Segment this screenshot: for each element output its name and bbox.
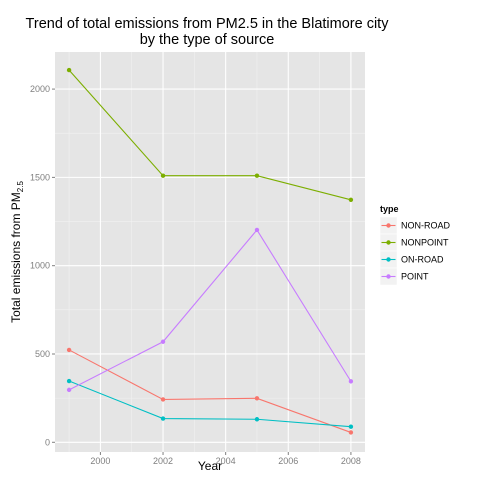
y-axis-title: Total emissions from PM2.5 bbox=[9, 181, 25, 323]
legend-key-point-on-road bbox=[386, 257, 391, 262]
series-line-non-road bbox=[68, 349, 352, 433]
y-tick-label: 0 bbox=[45, 437, 50, 447]
data-point-nonpoint bbox=[66, 67, 72, 73]
grid-minor bbox=[55, 52, 365, 452]
y-tick-label: 1000 bbox=[30, 261, 50, 271]
data-point-point bbox=[160, 339, 166, 344]
x-tick-label: 2002 bbox=[153, 456, 173, 466]
legend-label-point: POINT bbox=[401, 272, 429, 282]
chart-title-line1: Trend of total emissions from PM2.5 in t… bbox=[26, 16, 390, 32]
x-axis-title: Year bbox=[198, 459, 222, 473]
y-tick-label: 500 bbox=[35, 349, 50, 359]
legend-label-on-road: ON-ROAD bbox=[401, 255, 444, 265]
series-line-nonpoint bbox=[68, 69, 352, 201]
data-point-nonpoint bbox=[254, 173, 260, 178]
grid-major bbox=[55, 52, 365, 452]
data-point-on-road bbox=[160, 416, 166, 421]
series-line-point bbox=[68, 228, 352, 391]
data-point-non-road bbox=[254, 396, 260, 401]
x-tick-label: 2008 bbox=[341, 456, 361, 466]
legend-key-point-non-road bbox=[386, 223, 391, 228]
plot-panel bbox=[55, 52, 365, 452]
y-axis-title-subscript: 2.5 bbox=[16, 181, 25, 193]
x-tick-label: 2004 bbox=[216, 456, 236, 466]
data-point-point bbox=[254, 227, 260, 233]
chart-title-line2: by the type of source bbox=[140, 32, 275, 48]
y-axis-title-main: Total emissions from PM bbox=[9, 192, 23, 323]
data-point-on-road bbox=[254, 417, 260, 422]
data-point-point bbox=[66, 387, 72, 393]
series-line-on-road bbox=[68, 380, 351, 428]
x-tick-label: 2006 bbox=[278, 456, 298, 466]
y-tick-label: 1500 bbox=[30, 172, 50, 182]
y-tick-label: 2000 bbox=[30, 84, 50, 94]
data-point-nonpoint bbox=[348, 197, 354, 202]
ticks-layer: 2000 2002 2004 2006 2008 0 500 1000 1500 2000 bbox=[30, 84, 361, 466]
data-point-point bbox=[348, 379, 354, 384]
data-point-on-road bbox=[348, 424, 354, 429]
x-tick-label: 2000 bbox=[90, 456, 110, 466]
legend: type NON-ROAD NONPOINT ON-ROAD POINT bbox=[379, 204, 450, 286]
data-point-on-road bbox=[66, 378, 72, 384]
legend-key-point-point bbox=[386, 274, 391, 279]
data-point-nonpoint bbox=[160, 173, 166, 178]
data-point-non-road bbox=[160, 397, 166, 402]
legend-title: type bbox=[380, 204, 399, 214]
legend-label-non-road: NON-ROAD bbox=[401, 221, 450, 231]
legend-key-point-nonpoint bbox=[386, 240, 391, 245]
data-point-non-road bbox=[348, 430, 354, 435]
data-point-non-road bbox=[66, 347, 72, 353]
series-layer bbox=[66, 67, 354, 435]
legend-label-nonpoint: NONPOINT bbox=[401, 238, 449, 248]
